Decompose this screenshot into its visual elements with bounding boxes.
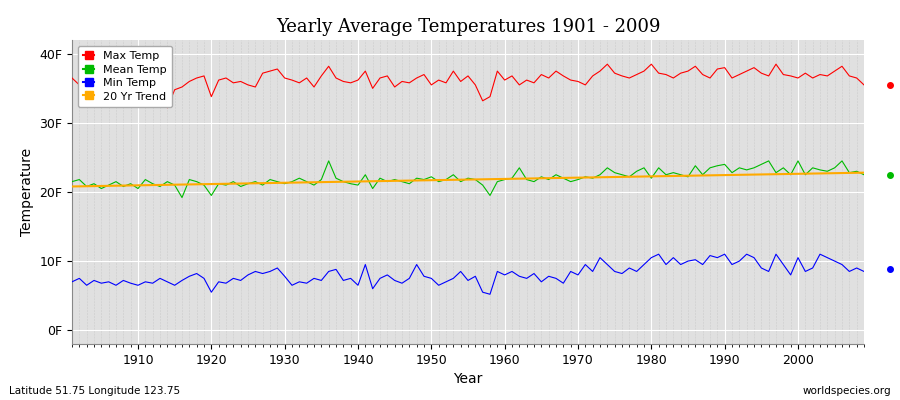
X-axis label: Year: Year: [454, 372, 482, 386]
Text: Latitude 51.75 Longitude 123.75: Latitude 51.75 Longitude 123.75: [9, 386, 180, 396]
Text: worldspecies.org: worldspecies.org: [803, 386, 891, 396]
Y-axis label: Temperature: Temperature: [20, 148, 33, 236]
Title: Yearly Average Temperatures 1901 - 2009: Yearly Average Temperatures 1901 - 2009: [275, 18, 661, 36]
Legend: Max Temp, Mean Temp, Min Temp, 20 Yr Trend: Max Temp, Mean Temp, Min Temp, 20 Yr Tre…: [77, 46, 172, 107]
